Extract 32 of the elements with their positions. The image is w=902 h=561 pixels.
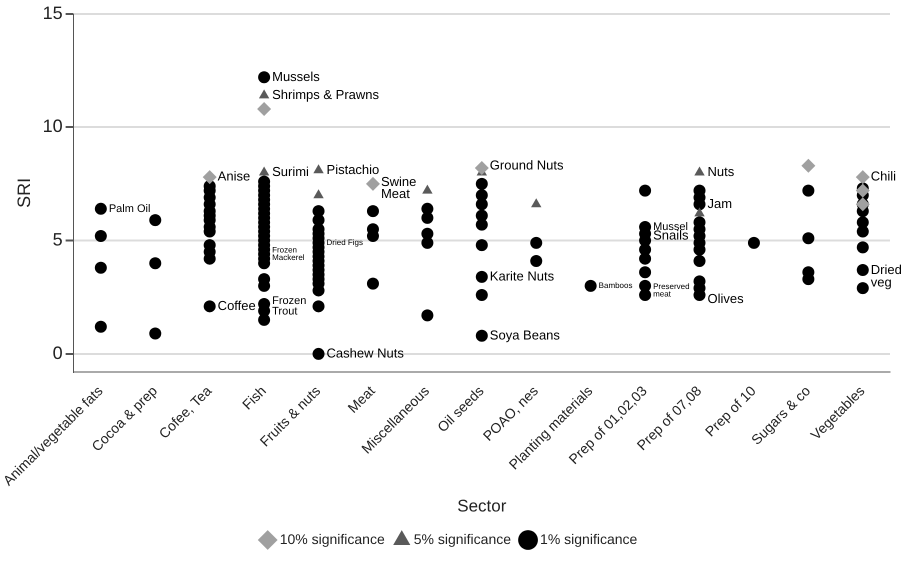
- annotation: Swine Meat: [380, 174, 416, 202]
- annotation: Karite Nuts: [490, 268, 555, 284]
- annotation: Jam: [708, 196, 732, 211]
- annotation: Bamboos: [598, 281, 632, 290]
- annotation: Mussels: [272, 68, 320, 84]
- x-tick-label: Fish: [238, 382, 269, 413]
- annotation: Preserved meat: [653, 282, 690, 298]
- x-axis-title: Sector: [457, 496, 507, 516]
- annotation: Palm Oil: [108, 202, 150, 215]
- annotation: Dried veg: [870, 262, 902, 290]
- annotation: Frozen Trout: [272, 295, 306, 318]
- annotation: Anise: [218, 168, 250, 184]
- y-tick-label: 15: [42, 2, 63, 23]
- annotation: Cashew Nuts: [326, 346, 404, 361]
- annotation: Dried Figs: [326, 238, 363, 248]
- y-tick-label: 10: [42, 116, 63, 136]
- annotation: Soya Beans: [490, 327, 560, 342]
- annotation: Shrimps & Prawns: [272, 87, 380, 102]
- annotation: Surimi: [272, 164, 310, 180]
- annotation: Frozen Mackerel: [272, 246, 305, 262]
- annotation: Ground Nuts: [490, 157, 564, 172]
- y-tick-label: 0: [52, 342, 63, 363]
- annotation: Pistachio: [326, 162, 380, 177]
- y-tick-label: 5: [52, 230, 63, 250]
- annotation: Coffee: [218, 298, 256, 313]
- legend-label: 5% significance: [414, 530, 512, 547]
- legend-label: 10% significance: [280, 530, 385, 547]
- annotation: Olives: [708, 291, 744, 306]
- y-axis-title: SRI: [14, 178, 34, 208]
- annotation: Chili: [870, 168, 896, 184]
- annotation: Nuts: [708, 164, 735, 180]
- legend-label: 1% significance: [540, 530, 638, 547]
